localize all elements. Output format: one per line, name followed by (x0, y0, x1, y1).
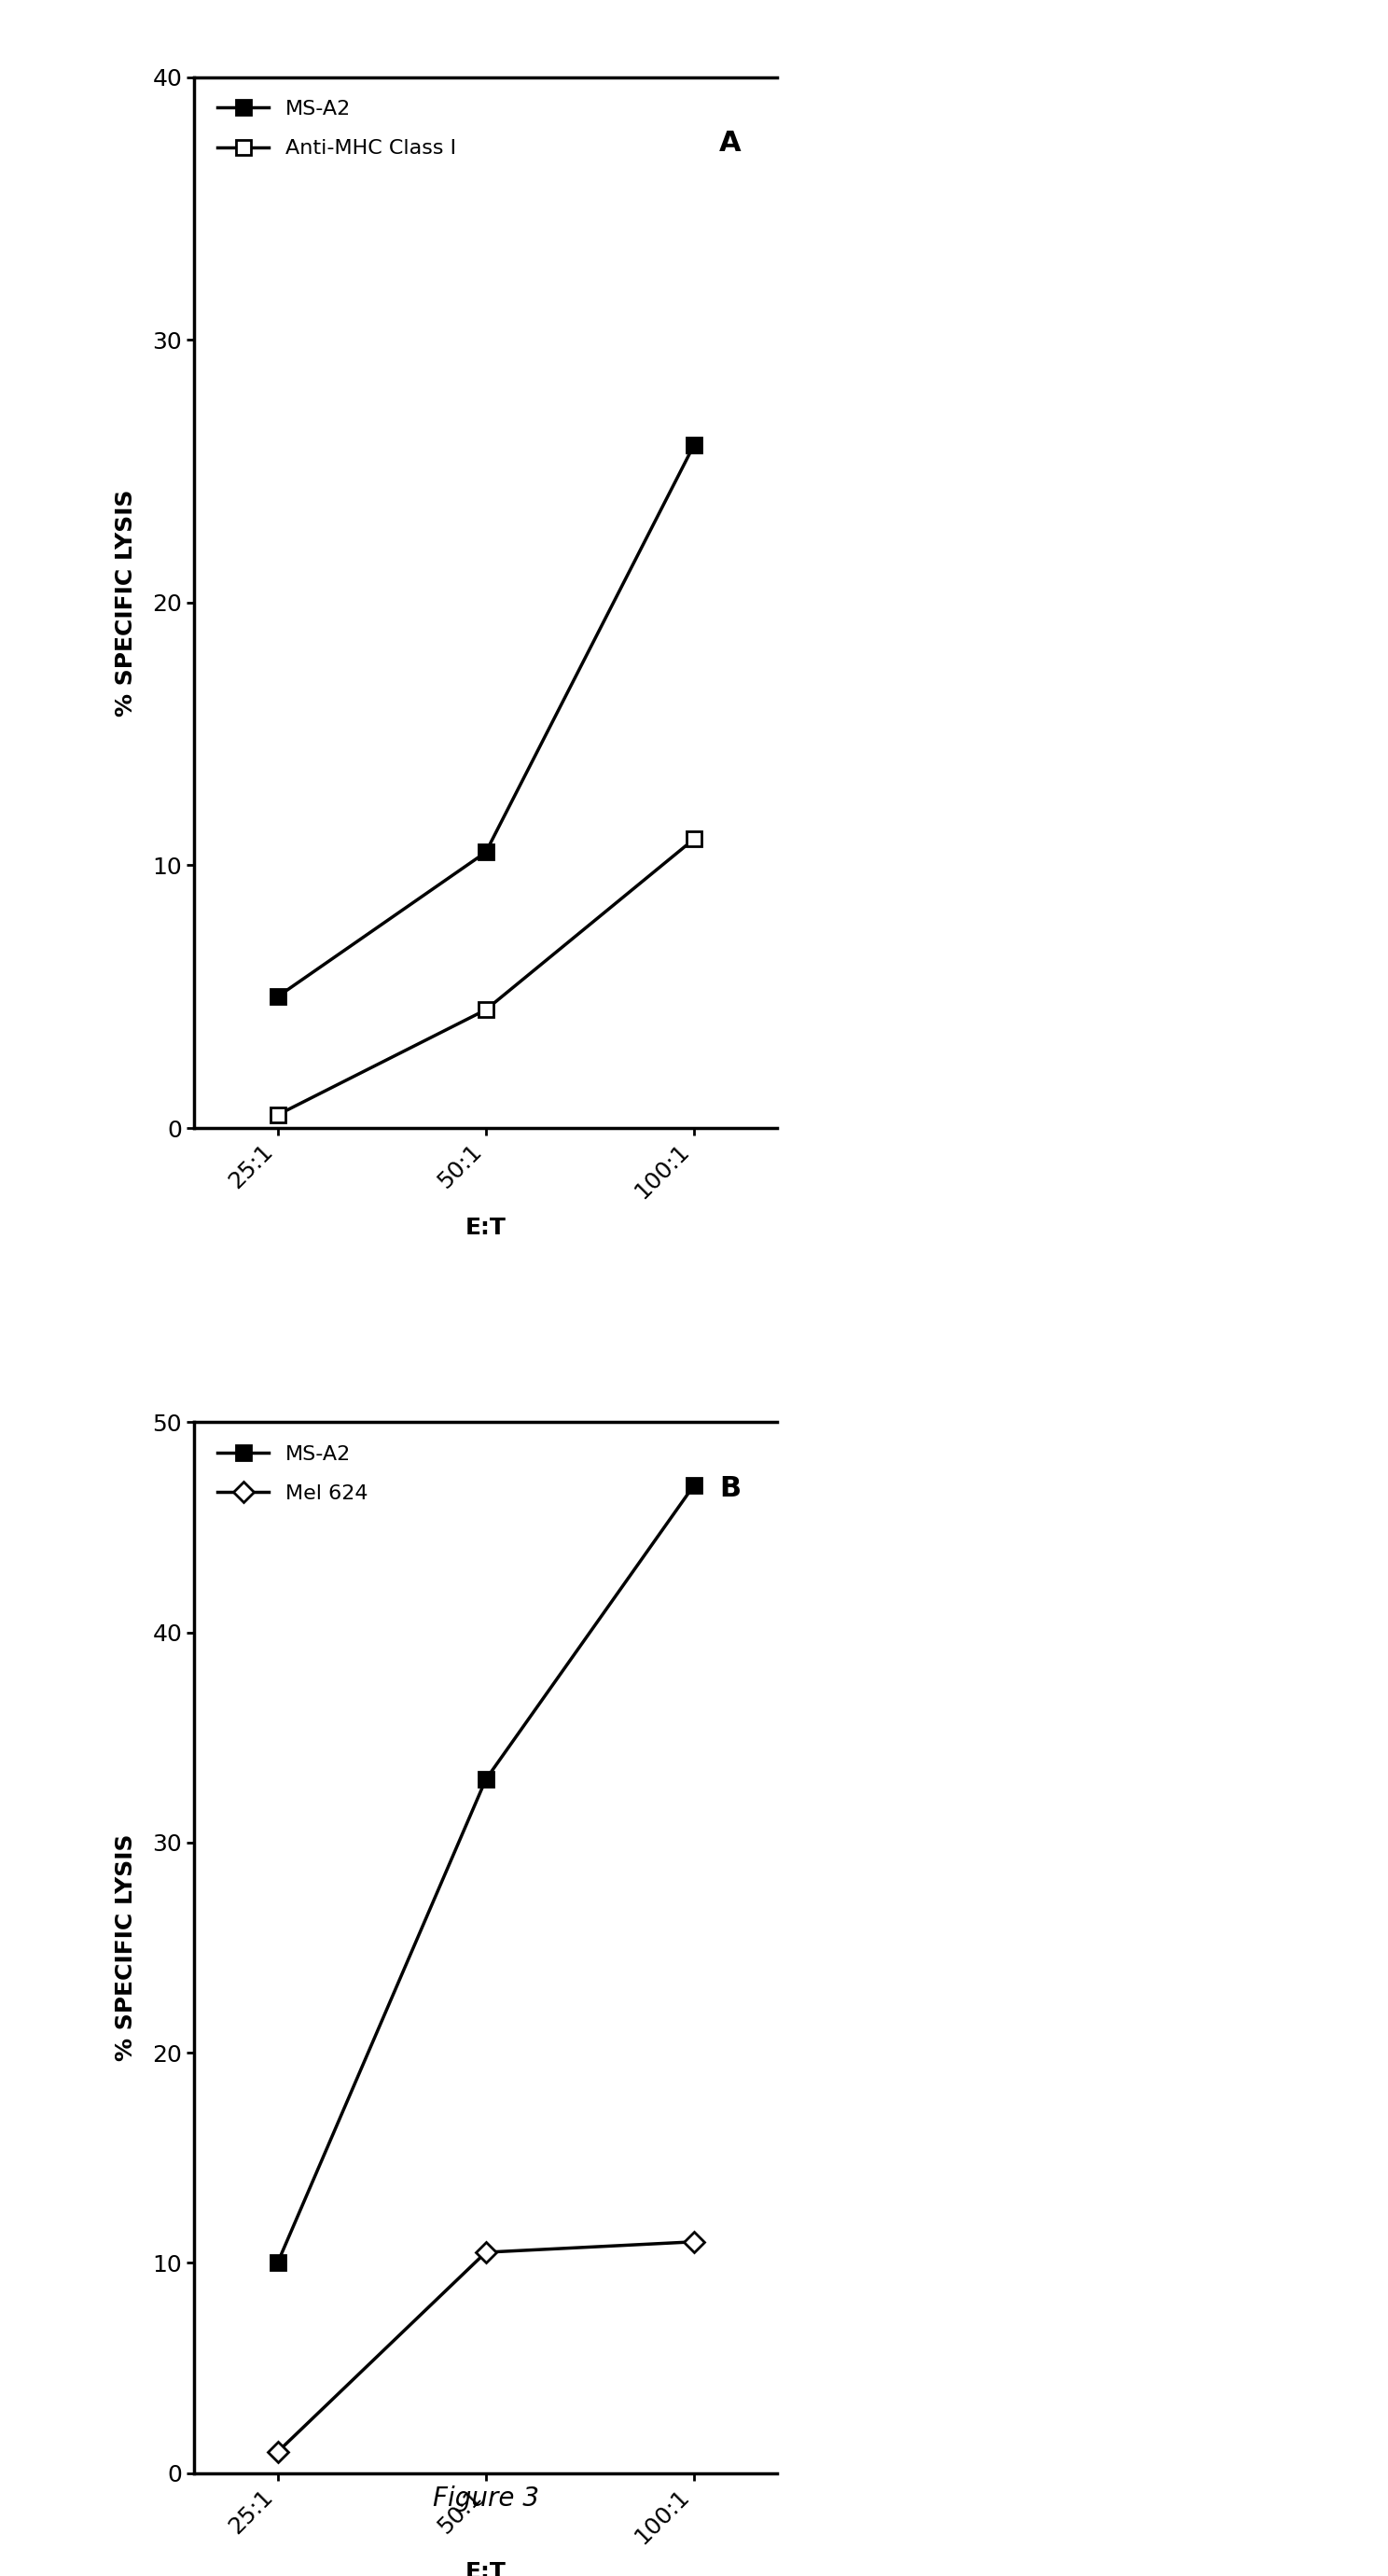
Anti-MHC Class I (477, 994, 494, 1025)
Y-axis label: % SPECIFIC LYSIS: % SPECIFIC LYSIS (114, 1834, 137, 2061)
MS-A2 (477, 837, 494, 868)
Mel 624 (269, 2437, 286, 2468)
MS-A2 (269, 981, 286, 1012)
MS-A2 (686, 1471, 702, 1502)
Line: Anti-MHC Class I: Anti-MHC Class I (271, 832, 701, 1123)
Text: Figure 3: Figure 3 (433, 2486, 539, 2512)
Mel 624 (477, 2236, 494, 2267)
Line: MS-A2: MS-A2 (271, 438, 701, 1005)
Anti-MHC Class I (686, 824, 702, 855)
Mel 624 (686, 2226, 702, 2257)
Line: Mel 624: Mel 624 (271, 2233, 701, 2460)
Legend: MS-A2, Mel 624: MS-A2, Mel 624 (204, 1432, 380, 1515)
MS-A2 (686, 430, 702, 461)
X-axis label: E:T: E:T (465, 2561, 507, 2576)
X-axis label: E:T: E:T (465, 1216, 507, 1239)
Anti-MHC Class I (269, 1100, 286, 1131)
Legend: MS-A2, Anti-MHC Class I: MS-A2, Anti-MHC Class I (204, 88, 469, 170)
MS-A2 (477, 1765, 494, 1795)
MS-A2 (269, 2246, 286, 2277)
Line: MS-A2: MS-A2 (271, 1479, 701, 2269)
Y-axis label: % SPECIFIC LYSIS: % SPECIFIC LYSIS (114, 489, 137, 716)
Text: B: B (719, 1473, 741, 1502)
Text: A: A (719, 129, 741, 157)
